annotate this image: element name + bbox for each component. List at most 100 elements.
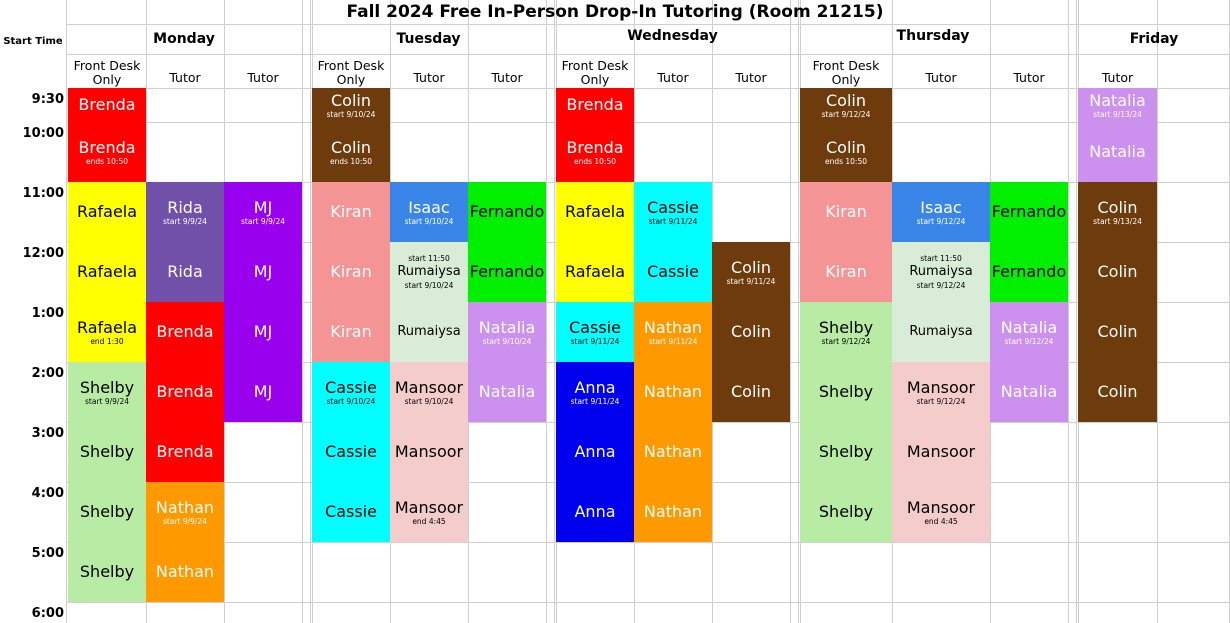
shift-block: Brenda ends 10:50 (556, 122, 634, 182)
tutor-name: Brenda (78, 95, 136, 114)
time-label: 5:00 (31, 546, 64, 561)
tutor-name: Rafaela (564, 262, 626, 281)
col-header-tutor: Tutor (925, 70, 957, 85)
tutor-name: Rumaiysa (397, 264, 461, 279)
tutor-name: Mansoor (906, 377, 976, 397)
shift-block: Mansoor end 4:45 (390, 482, 468, 542)
shift-block: Shelby (800, 422, 892, 482)
tutor-name: Colin (331, 90, 371, 110)
grid-vline (790, 0, 791, 623)
tutor-name: Kiran (330, 202, 372, 221)
shift-block: Brenda ends 10:50 (68, 122, 146, 182)
shift-block: Natalia start 9/13/24 (1078, 88, 1157, 122)
tutor-name: Brenda (566, 95, 624, 114)
grid-vline (1157, 0, 1158, 623)
shift-block: Cassie start 9/10/24 (312, 362, 390, 422)
shift-block: Colin ends 10:50 (312, 122, 390, 182)
shift-block: Isaac start 9/10/24 (390, 182, 468, 242)
shift-note: ends 10:50 (329, 156, 373, 166)
time-label: 11:00 (22, 186, 64, 201)
tutor-name: Colin (731, 382, 771, 401)
shift-block: Anna (556, 482, 634, 542)
col-header-tutor: Tutor (1101, 70, 1134, 85)
tutor-name: Shelby (818, 382, 874, 401)
tutor-name: Fernando (991, 202, 1067, 221)
tutor-name: Nathan (643, 317, 703, 337)
shift-block: Nathan (146, 542, 224, 602)
col-header-tutor: Tutor (657, 70, 689, 85)
shift-block: Kiran (800, 182, 892, 242)
shift-note: start 9/10/24 (404, 216, 454, 226)
grid-hline (66, 88, 1230, 89)
shift-block: Rumaiysa (390, 302, 468, 362)
tutor-name: Kiran (330, 262, 372, 281)
tutor-name: Fernando (469, 202, 545, 221)
tutor-name: Cassie (647, 197, 699, 217)
shift-block: Natalia start 9/12/24 (990, 302, 1068, 362)
time-label: 1:00 (31, 306, 64, 321)
shift-block: Colin start 9/12/24 (800, 88, 892, 122)
shift-block: Fernando (468, 242, 546, 302)
shift-prenote: start 11:50 (920, 254, 962, 263)
shift-note: start 9/9/24 (241, 216, 285, 226)
shift-note: start 9/11/24 (648, 336, 698, 346)
tutor-name: Brenda (566, 137, 624, 157)
tutor-name: Colin (826, 90, 866, 110)
shift-block: Mansoor (892, 422, 990, 482)
shift-block: Colin (1078, 302, 1157, 362)
shift-block: Shelby start 9/12/24 (800, 302, 892, 362)
tutor-name: Cassie (325, 502, 377, 521)
shift-note: start 9/9/24 (85, 396, 129, 406)
shift-note: start 9/11/24 (726, 276, 776, 286)
shift-block: MJ (224, 302, 302, 362)
shift-note: start 9/12/24 (916, 216, 966, 226)
shift-note: start 9/10/24 (482, 336, 532, 346)
grid-vline (1076, 0, 1077, 623)
tutor-name: Fernando (991, 262, 1067, 281)
shift-block: Brenda (556, 88, 634, 122)
col-header-front-desk: Front Desk Only (317, 58, 385, 87)
shift-block: Brenda (146, 302, 224, 362)
shift-block: Shelby (68, 482, 146, 542)
time-label: 3:00 (31, 426, 64, 441)
tutor-name: Rumaiysa (909, 264, 973, 279)
tutor-name: Mansoor (394, 377, 464, 397)
shift-note: end 4:45 (924, 516, 958, 526)
shift-block: Mansoor start 9/12/24 (892, 362, 990, 422)
col-header-tutor: Tutor (491, 70, 523, 85)
shift-block: Shelby (68, 422, 146, 482)
shift-block: Nathan (634, 362, 712, 422)
shift-note: start 9/13/24 (1093, 109, 1142, 119)
time-label: 10:00 (22, 126, 64, 141)
col-header-front-desk: Front Desk Only (73, 58, 141, 87)
shift-block: Fernando (990, 182, 1068, 242)
col-header-tutor: Tutor (1013, 70, 1045, 85)
tutor-name: Shelby (79, 377, 135, 397)
grid-hline (66, 122, 1230, 123)
tutor-name: Nathan (643, 382, 703, 401)
shift-note: start 9/9/24 (163, 516, 207, 526)
tutor-name: Rida (167, 262, 203, 281)
time-label: 12:00 (22, 246, 64, 261)
shift-block: Colin (1078, 242, 1157, 302)
grid-vline (546, 0, 547, 623)
tutor-name: Cassie (325, 442, 377, 461)
tutor-name: Colin (1097, 322, 1138, 341)
shift-note: start 9/12/24 (1004, 336, 1054, 346)
shift-block: Mansoor start 9/10/24 (390, 362, 468, 422)
shift-block: Kiran (312, 242, 390, 302)
tutor-name: Brenda (78, 137, 136, 157)
shift-block: Fernando (468, 182, 546, 242)
col-header-tutor: Tutor (413, 70, 445, 85)
shift-block: Colin (712, 302, 790, 362)
tutor-name: Rafaela (76, 262, 138, 281)
day-header-friday: Friday (1129, 31, 1179, 47)
shift-note: start 9/11/24 (570, 336, 620, 346)
shift-block: Natalia (468, 362, 546, 422)
grid-vline (66, 0, 67, 623)
shift-block: Cassie (634, 242, 712, 302)
tutor-name: Colin (331, 137, 371, 157)
shift-block: Shelby (800, 482, 892, 542)
